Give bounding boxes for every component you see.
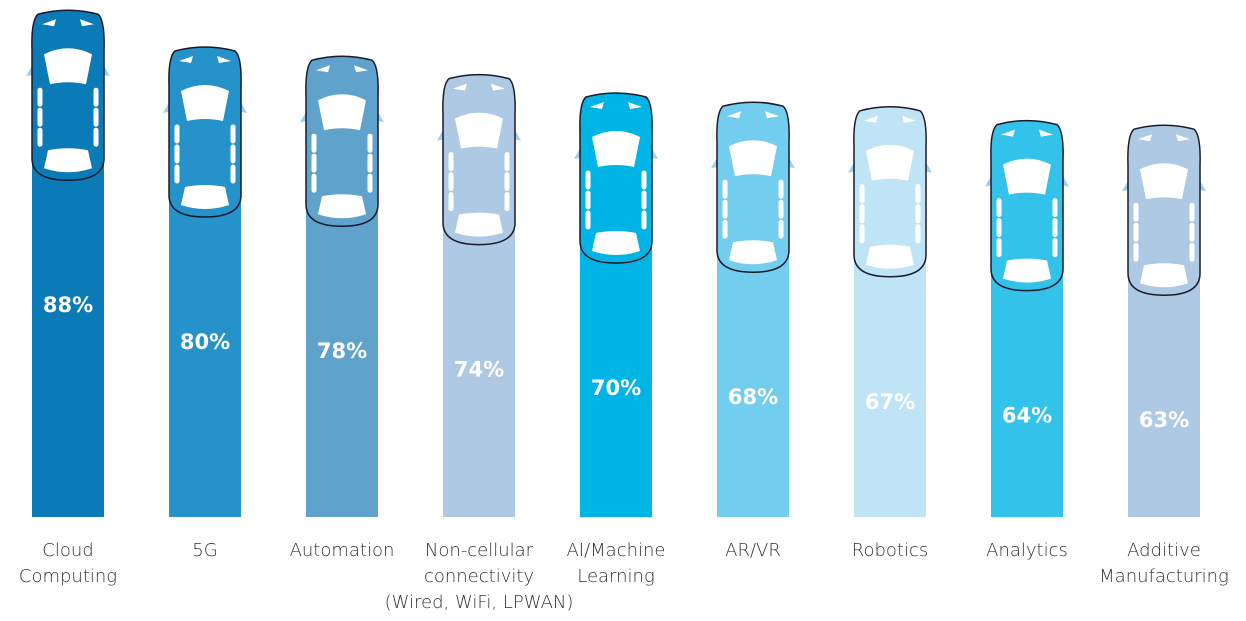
bar bbox=[32, 130, 104, 517]
x-tick-label: connectivity bbox=[424, 566, 534, 587]
car-icon bbox=[1122, 125, 1206, 295]
x-tick-label: Automation bbox=[290, 540, 395, 561]
car-icon bbox=[163, 47, 247, 217]
car-icon bbox=[848, 107, 932, 277]
car-icon bbox=[711, 102, 795, 272]
x-tick-label: AI/Machine bbox=[566, 540, 665, 561]
x-tick-label: AR/VR bbox=[725, 540, 781, 561]
value-label: 68% bbox=[728, 385, 778, 409]
rear-window bbox=[44, 148, 92, 172]
x-tick-label: Cloud bbox=[42, 540, 93, 561]
car-icon bbox=[300, 56, 384, 226]
rear-window bbox=[729, 240, 777, 264]
value-label: 67% bbox=[865, 390, 915, 414]
windshield bbox=[592, 131, 640, 167]
car-icon bbox=[574, 93, 658, 263]
value-label: 74% bbox=[454, 358, 504, 382]
x-tick-label: Manufacturing bbox=[1099, 566, 1229, 587]
value-label: 70% bbox=[591, 376, 641, 400]
rear-window bbox=[1003, 259, 1051, 283]
rear-window bbox=[866, 245, 914, 269]
windshield bbox=[1140, 163, 1188, 199]
x-tick-label: Non-cellular bbox=[425, 540, 534, 561]
car-icon bbox=[437, 75, 521, 245]
windshield bbox=[729, 140, 777, 176]
value-label: 63% bbox=[1139, 408, 1189, 432]
rear-window bbox=[318, 194, 366, 218]
windshield bbox=[318, 94, 366, 130]
rear-window bbox=[181, 185, 229, 209]
car-icon bbox=[26, 10, 110, 180]
windshield bbox=[181, 85, 229, 121]
value-label: 88% bbox=[43, 293, 93, 317]
windshield bbox=[1003, 159, 1051, 195]
x-tick-label: Robotics bbox=[852, 540, 928, 561]
rear-window bbox=[455, 213, 503, 237]
x-tick-label: Additive bbox=[1127, 540, 1201, 561]
x-tick-label: Learning bbox=[577, 566, 655, 587]
windshield bbox=[44, 48, 92, 84]
x-tick-label: (Wired, WiFi, LPWAN) bbox=[385, 592, 574, 613]
x-tick-label: Computing bbox=[19, 566, 117, 587]
value-label: 78% bbox=[317, 339, 367, 363]
x-tick-label: Analytics bbox=[986, 540, 1068, 561]
value-label: 64% bbox=[1002, 404, 1052, 428]
rear-window bbox=[592, 231, 640, 255]
windshield bbox=[455, 113, 503, 149]
x-tick-label: 5G bbox=[192, 540, 217, 561]
windshield bbox=[866, 145, 914, 181]
value-label: 80% bbox=[180, 330, 230, 354]
chart: 88% Cloud Computing 80% 5G 78% Automation 74% No… bbox=[0, 0, 1246, 621]
car-icon bbox=[985, 121, 1069, 291]
rear-window bbox=[1140, 263, 1188, 287]
